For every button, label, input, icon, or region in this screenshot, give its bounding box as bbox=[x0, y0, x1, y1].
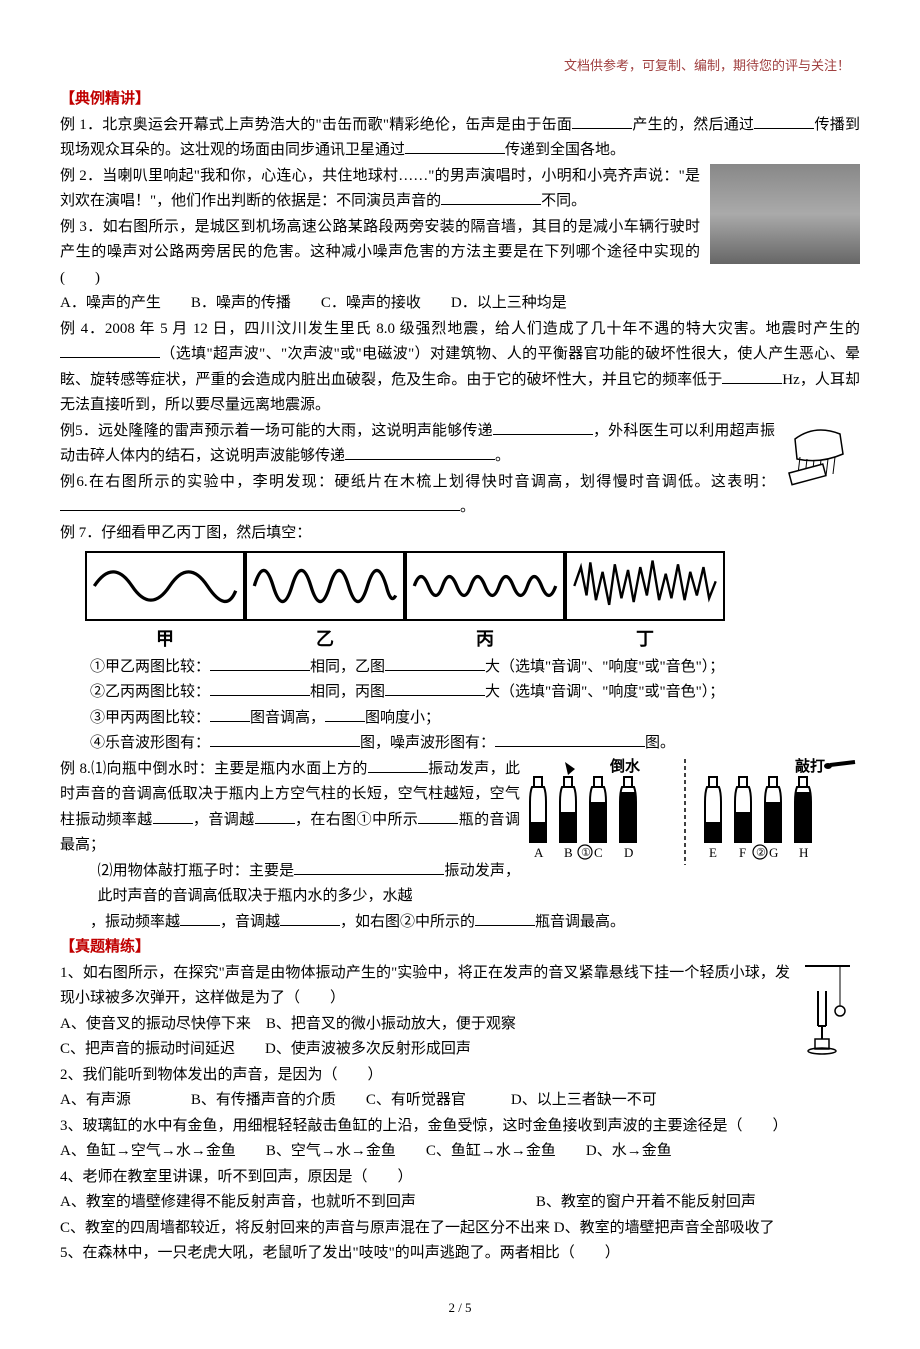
ex7-q1: ①甲乙两图比较：相同，乙图大（选填"音调"、"响度"或"音色"）； bbox=[60, 655, 860, 681]
question-2: 2、我们能听到物体发出的声音，是因为（ ） bbox=[60, 1063, 860, 1089]
example-5: 例5．远处隆隆的雷声预示着一场可能的大雨，这说明声能够传递，外科医生可以利用超声… bbox=[60, 419, 860, 470]
wave-bing: 丙 bbox=[405, 551, 565, 655]
svg-text:H: H bbox=[799, 845, 808, 860]
svg-text:C: C bbox=[594, 845, 603, 860]
svg-text:倒水: 倒水 bbox=[609, 757, 641, 775]
example-7: 例 7．仔细看甲乙丙丁图，然后填空： bbox=[60, 521, 860, 547]
ex8-cont: ，振动频率越，音调越，如右图②中所示的瓶音调最高。 bbox=[60, 910, 860, 936]
svg-text:E: E bbox=[709, 845, 717, 860]
question-3-options: A、鱼缸→空气→水→金鱼 B、空气→水→金鱼 C、鱼缸→水→金鱼 D、水→金鱼 bbox=[60, 1139, 860, 1165]
question-3: 3、玻璃缸的水中有金鱼，用细棍轻轻敲击鱼缸的上沿，金鱼受惊，这时金鱼接收到声波的… bbox=[60, 1114, 860, 1140]
example-4: 例 4．2008 年 5 月 12 日，四川汶川发生里氏 8.0 级强烈地震，给… bbox=[60, 317, 860, 419]
example-1: 例 1．北京奥运会开幕式上声势浩大的"击缶而歌"精彩绝伦，缶声是由于缶面产生的，… bbox=[60, 113, 860, 164]
header-note: 文档供参考，可复制、编制，期待您的评与关注！ bbox=[60, 55, 860, 77]
wave-diagrams: 甲 乙 丙 丁 bbox=[85, 551, 860, 655]
section-title-2: 【真题精练】 bbox=[60, 935, 860, 961]
section-title-1: 【典例精讲】 bbox=[60, 87, 860, 113]
ex7-q2: ②乙丙两图比较：相同，丙图大（选填"音调"、"响度"或"音色"）； bbox=[60, 680, 860, 706]
question-4: 4、老师在教室里讲课，听不到回声，原因是（ ） bbox=[60, 1165, 860, 1191]
wave-ding: 丁 bbox=[565, 551, 725, 655]
svg-text:①: ① bbox=[581, 847, 591, 859]
page-number: 2 / 5 bbox=[60, 1297, 860, 1319]
example-3-options: A．噪声的产生 B．噪声的传播 C．噪声的接收 D．以上三种均是 bbox=[60, 291, 860, 317]
svg-text:B: B bbox=[564, 845, 573, 860]
wave-jia: 甲 bbox=[85, 551, 245, 655]
bottle-diagram: 倒水 敲打 A B C ① D bbox=[520, 757, 860, 872]
svg-text:D: D bbox=[624, 845, 633, 860]
svg-text:F: F bbox=[739, 845, 746, 860]
ex7-q3: ③甲丙两图比较：图音调高，图响度小； bbox=[60, 706, 860, 732]
question-2-options: A、有声源 B、有传播声音的介质 C、有听觉器官 D、以上三者缺一不可 bbox=[60, 1088, 860, 1114]
question-5: 5、在森林中，一只老虎大吼，老鼠听了发出"吱吱"的叫声逃跑了。两者相比（ ） bbox=[60, 1241, 860, 1267]
example-6: 例6.在右图所示的实验中，李明发现：硬纸片在木梳上划得快时音调高，划得慢时音调低… bbox=[60, 470, 860, 521]
svg-text:G: G bbox=[769, 845, 778, 860]
question-1: 1、如右图所示，在探究"声音是由物体振动产生的"实验中，将正在发声的音叉紧靠悬线… bbox=[60, 961, 860, 1012]
svg-text:②: ② bbox=[756, 847, 766, 859]
wave-yi: 乙 bbox=[245, 551, 405, 655]
question-4-options-ab: A、教室的墙壁修建得不能反射声音，也就听不到回声 B、教室的窗户开着不能反射回声 bbox=[60, 1190, 860, 1216]
svg-text:A: A bbox=[534, 845, 544, 860]
example-8: 例 8.⑴向瓶中倒水时：主要是瓶内水面上方的振动发声，此时声音的音调高低取决于瓶… bbox=[60, 757, 860, 910]
question-4-options-cd: C、教室的四周墙都较近，将反射回来的声音与原声混在了一起区分不出来 D、教室的墙… bbox=[60, 1216, 860, 1242]
comb-image bbox=[785, 419, 860, 499]
question-1-options-ab: A、使音叉的振动尽快停下来 B、把音叉的微小振动放大，便于观察 bbox=[60, 1012, 860, 1038]
svg-text:敲打: 敲打 bbox=[795, 757, 825, 775]
ex7-q4: ④乐音波形图有：图，噪声波形图有：图。 bbox=[60, 731, 860, 757]
question-1-options-cd: C、把声音的振动时间延迟 D、使声波被多次反射形成回声 bbox=[60, 1037, 860, 1063]
tuning-fork-image bbox=[800, 961, 860, 1066]
highway-image bbox=[710, 164, 860, 264]
